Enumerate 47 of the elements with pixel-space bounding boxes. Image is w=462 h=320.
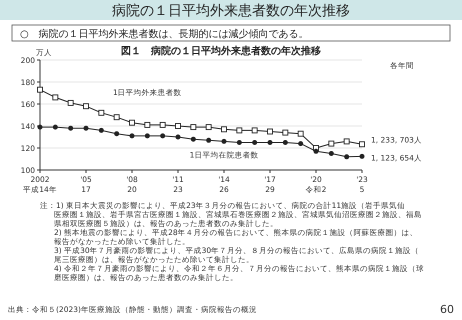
point <box>68 126 74 131</box>
point <box>38 124 42 130</box>
caption: 図１ 病院の１日平均外来患者数の年次推移 <box>121 45 321 57</box>
point <box>344 138 350 144</box>
point <box>176 134 180 140</box>
point <box>129 120 135 126</box>
point <box>37 86 43 93</box>
text: 60 <box>440 303 454 316</box>
point <box>328 140 334 147</box>
point <box>190 136 196 142</box>
point <box>144 122 150 128</box>
point <box>160 133 166 138</box>
point <box>360 154 364 159</box>
point <box>298 130 304 137</box>
point <box>98 110 104 116</box>
point <box>84 126 88 131</box>
point <box>114 114 120 120</box>
point <box>190 124 196 130</box>
point <box>359 141 365 148</box>
point <box>206 138 212 143</box>
point <box>268 140 272 145</box>
point <box>314 148 318 154</box>
point <box>282 140 288 145</box>
point <box>144 133 150 138</box>
point <box>222 138 226 144</box>
point <box>68 100 74 106</box>
point <box>236 140 242 145</box>
point <box>98 128 104 133</box>
point <box>298 141 304 146</box>
point <box>83 103 89 110</box>
point <box>236 127 242 134</box>
chart-title: 病院の１日平均外来患者数の年次推移 <box>112 3 350 19</box>
point <box>252 127 258 134</box>
point <box>160 122 166 128</box>
point <box>130 133 134 138</box>
chart-subtitle: ○ 病院の１日平均外来患者数は、長期的には減少傾向である。 <box>20 28 309 40</box>
point <box>206 124 212 130</box>
point <box>175 123 181 129</box>
point <box>52 124 58 130</box>
point <box>252 140 258 145</box>
point <box>52 94 58 100</box>
point <box>282 130 288 136</box>
point <box>328 151 334 156</box>
point <box>221 126 227 132</box>
point <box>344 154 350 160</box>
point <box>267 128 273 134</box>
point <box>114 131 120 136</box>
